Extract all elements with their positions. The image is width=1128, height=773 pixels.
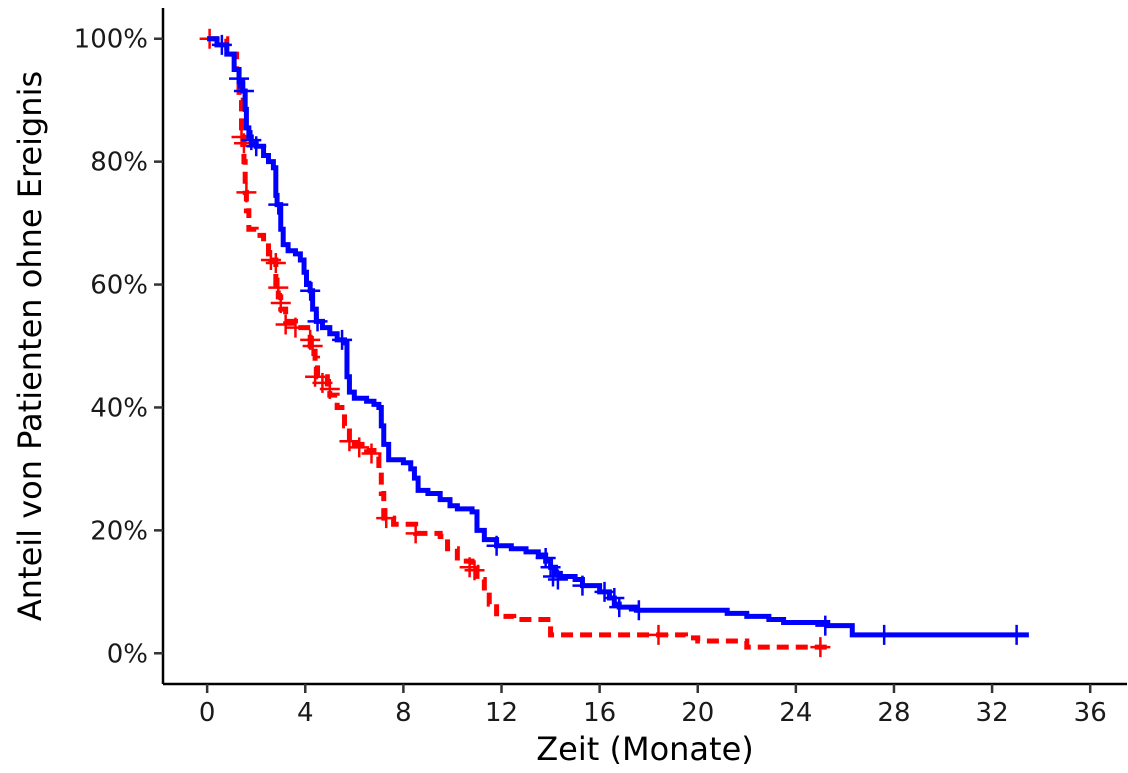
censor-mark [211,34,232,55]
censor-mark [543,566,564,587]
censor-mark [1006,624,1027,645]
censor-mark [302,336,323,356]
censor-mark [260,249,281,270]
censor-mark [307,311,328,332]
censor-mark [285,317,306,338]
x-tick-label: 32 [976,698,1009,728]
survival-curve-0 [207,36,1029,638]
y-tick-label: 0% [107,639,148,669]
censor-mark [540,557,561,578]
axes: 0 4 8 12 16 20 24 28 32 36 0% 20% 40% 60% 80% 100% [74,8,1127,728]
x-tick-label: 24 [779,698,812,728]
y-tick-label: 20% [90,516,148,546]
censor-mark [376,508,397,529]
censor-mark [628,600,649,621]
y-tick-label: 80% [90,148,148,178]
censor-mark [236,182,257,203]
censor-mark [405,523,426,544]
censor-mark [535,548,556,569]
censor-mark [233,80,254,101]
censor-mark [572,575,593,596]
censor-mark [268,277,289,298]
x-tick-label: 4 [297,698,314,728]
censor-mark [609,597,630,618]
censor-mark [332,329,353,350]
x-tick-label: 0 [199,698,216,728]
y-ticks: 0% 20% 40% 60% 80% 100% [74,25,163,669]
censor-mark [815,615,836,636]
x-axis-title: Zeit (Monate) [536,730,754,768]
y-tick-label: 60% [90,271,148,301]
x-tick-label: 36 [1074,698,1107,728]
censor-mark [464,560,485,581]
censor-mark [270,292,291,313]
x-tick-label: 28 [877,698,910,728]
censor-mark [319,379,340,400]
plot-area [199,28,1029,658]
x-ticks: 0 4 8 12 16 20 24 28 32 36 [199,684,1107,728]
censor-mark [349,437,370,458]
x-tick-label: 12 [485,698,518,728]
x-tick-label: 20 [681,698,714,728]
censor-mark [268,194,289,215]
y-tick-label: 40% [90,393,148,423]
y-axis-title: Anteil von Patienten ohne Ereignis [11,71,49,621]
censor-mark [874,624,895,645]
censor-mark [459,557,480,578]
censor-mark [604,587,625,608]
censor-mark [648,624,669,645]
censor-mark [229,68,250,89]
y-tick-label: 100% [74,25,148,55]
survival-curve-1 [207,36,828,650]
censor-mark [246,136,267,157]
censor-mark [300,280,321,301]
censor-mark [361,443,382,464]
x-tick-label: 16 [583,698,616,728]
censor-mark [547,569,568,590]
censor-mark [275,314,296,335]
censor-mark [810,637,831,658]
censor-mark [265,253,286,274]
censor-mark [486,535,507,556]
x-tick-label: 8 [395,698,412,728]
